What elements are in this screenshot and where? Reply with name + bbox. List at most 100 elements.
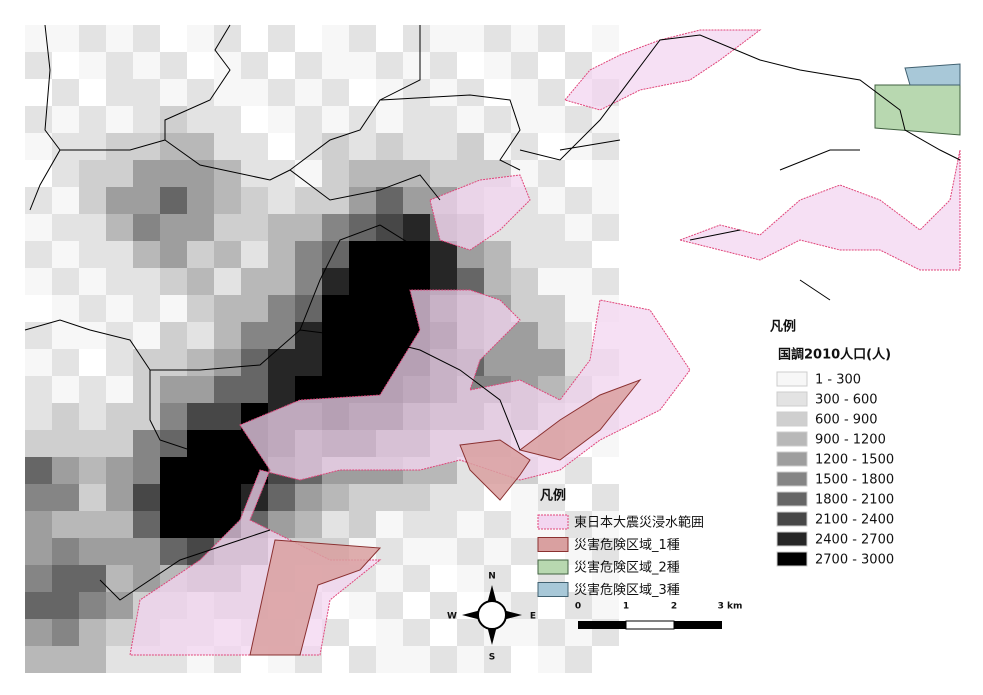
population-cell <box>25 376 52 403</box>
population-grid <box>25 25 619 673</box>
population-cell <box>376 538 403 565</box>
population-cell <box>106 295 133 322</box>
population-cell <box>484 538 511 565</box>
population-cell <box>322 160 349 187</box>
population-cell <box>349 268 376 295</box>
population-cell <box>322 25 349 52</box>
population-cell <box>241 376 268 403</box>
legend-subtitle: 国調2010人口(人) <box>778 347 891 363</box>
population-cell <box>376 646 403 673</box>
population-cell <box>511 79 538 106</box>
population-cell <box>106 241 133 268</box>
population-cell <box>538 79 565 106</box>
population-cell <box>268 25 295 52</box>
population-cell <box>241 268 268 295</box>
population-cell <box>25 52 52 79</box>
legend-label: 900 - 1200 <box>815 433 886 448</box>
population-cell <box>25 268 52 295</box>
flood-area <box>678 149 961 271</box>
population-cell <box>511 214 538 241</box>
population-cell <box>376 241 403 268</box>
population-cell <box>160 79 187 106</box>
population-cell <box>457 565 484 592</box>
population-cell <box>592 484 619 511</box>
scale-bar: 0 1 2 3 km <box>575 602 742 630</box>
population-cell <box>268 187 295 214</box>
population-cell <box>133 538 160 565</box>
scale-segment <box>625 620 675 630</box>
population-cell <box>592 538 619 565</box>
population-cell <box>241 79 268 106</box>
population-cell <box>241 349 268 376</box>
population-cell <box>133 133 160 160</box>
legend-swatch <box>776 471 808 487</box>
legend-swatch <box>776 411 808 427</box>
population-cell <box>457 511 484 538</box>
population-cell <box>349 133 376 160</box>
scale-label: 2 <box>671 602 677 612</box>
population-cell <box>187 241 214 268</box>
legend-swatch <box>537 537 569 552</box>
population-cell <box>52 457 79 484</box>
legend-label: 2700 - 3000 <box>815 553 894 568</box>
population-cell <box>241 160 268 187</box>
population-cell <box>187 430 214 457</box>
population-cell <box>538 322 565 349</box>
population-cell <box>25 484 52 511</box>
population-cell <box>214 349 241 376</box>
population-cell <box>187 295 214 322</box>
population-cell <box>511 322 538 349</box>
population-cell <box>133 403 160 430</box>
population-cell <box>187 376 214 403</box>
compass-label: N <box>488 572 496 582</box>
population-cell <box>592 268 619 295</box>
population-cell <box>565 106 592 133</box>
legend-label: 災害危険区域_2種 <box>574 560 680 576</box>
population-cell <box>187 187 214 214</box>
population-cell <box>349 322 376 349</box>
population-cell <box>52 214 79 241</box>
population-cell <box>268 484 295 511</box>
population-cell <box>79 52 106 79</box>
population-cell <box>214 52 241 79</box>
population-cell <box>538 25 565 52</box>
population-cell <box>160 376 187 403</box>
population-cell <box>214 106 241 133</box>
population-cell <box>25 403 52 430</box>
population-cell <box>511 25 538 52</box>
population-cell <box>133 187 160 214</box>
legend-label: 1800 - 2100 <box>815 493 894 508</box>
population-cell <box>322 295 349 322</box>
population-cell <box>52 592 79 619</box>
population-cell <box>457 79 484 106</box>
population-cell <box>106 376 133 403</box>
population-cell <box>133 565 160 592</box>
population-cell <box>52 187 79 214</box>
population-cell <box>565 268 592 295</box>
population-cell <box>538 214 565 241</box>
population-cell <box>322 349 349 376</box>
population-cell <box>133 430 160 457</box>
population-cell <box>457 619 484 646</box>
flood-area <box>564 29 762 111</box>
population-cell <box>268 349 295 376</box>
population-cell <box>538 646 565 673</box>
population-cell <box>187 511 214 538</box>
population-cell <box>295 79 322 106</box>
population-cell <box>457 646 484 673</box>
population-cell <box>133 160 160 187</box>
population-cell <box>79 241 106 268</box>
population-cell <box>25 133 52 160</box>
population-cell <box>214 295 241 322</box>
population-cell <box>592 106 619 133</box>
population-cell <box>133 295 160 322</box>
hazard-zone-3 <box>904 63 961 86</box>
population-cell <box>430 160 457 187</box>
population-cell <box>52 79 79 106</box>
population-cell <box>268 79 295 106</box>
population-cell <box>106 25 133 52</box>
boundaries <box>24 24 961 601</box>
legend-swatch <box>776 491 808 507</box>
population-cell <box>376 79 403 106</box>
population-cell <box>592 25 619 52</box>
